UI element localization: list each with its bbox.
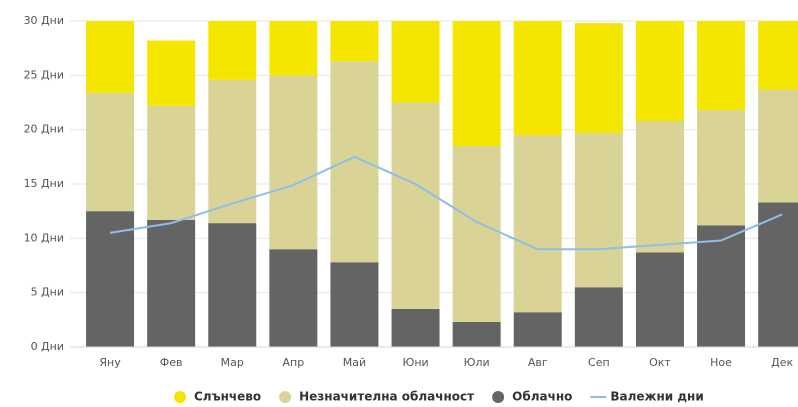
y-tick-label: 20 Дни — [24, 123, 64, 136]
line-series — [109, 155, 783, 251]
bar-segment — [635, 120, 684, 253]
legend-label: Незначителна облачност — [299, 390, 474, 404]
bar-segment — [635, 21, 684, 121]
bar-segment — [574, 132, 623, 288]
bar-segment — [330, 262, 379, 347]
bar-segment — [330, 21, 379, 62]
bar-segment — [208, 21, 257, 80]
bar-segment — [513, 135, 562, 313]
bar-segment — [513, 21, 562, 136]
legend-label: Слънчево — [194, 390, 261, 404]
bar-segment — [86, 92, 135, 212]
y-tick-label: 25 Дни — [24, 68, 64, 81]
x-tick-label: Юли — [464, 356, 490, 369]
bar-segment — [452, 145, 501, 323]
bar-segment — [208, 79, 257, 224]
y-tick-label: 15 Дни — [24, 177, 64, 190]
bar-segment — [697, 21, 746, 111]
x-tick-label: Яну — [99, 356, 121, 369]
bar-segment — [269, 75, 318, 250]
x-tick-label: Мар — [221, 356, 244, 369]
x-tick-label: Фев — [160, 356, 183, 369]
x-tick-label: Сеп — [588, 356, 610, 369]
y-tick-label: 10 Дни — [24, 231, 64, 244]
x-tick-label: Май — [343, 356, 366, 369]
legend-item[interactable]: Слънчево — [174, 390, 261, 404]
legend-symbol — [492, 391, 505, 403]
bar-segment — [330, 61, 379, 263]
bar-segment — [758, 89, 798, 203]
bar-segment — [758, 21, 798, 90]
x-tick-label: Ное — [710, 356, 732, 369]
bar-segment — [452, 21, 501, 146]
x-tick-label: Апр — [282, 356, 304, 369]
legend-item[interactable]: Валежни дни — [590, 390, 704, 404]
bar-segment — [513, 312, 562, 347]
legend-label: Валежни дни — [610, 390, 703, 404]
y-tick-label: 5 Дни — [31, 286, 64, 299]
bar-segment — [269, 249, 318, 347]
bar-segment — [391, 21, 440, 103]
bar-segment — [391, 102, 440, 309]
bar-segment — [86, 211, 135, 347]
y-tick-label: 30 Дни — [24, 14, 64, 27]
bar-segment — [269, 21, 318, 76]
plot-area — [86, 21, 798, 347]
bar-segment — [147, 40, 196, 106]
legend-item[interactable]: Облачно — [492, 390, 572, 404]
bar-segment — [86, 21, 135, 93]
x-tick-label: Окт — [649, 356, 671, 369]
y-tick-label: 0 Дни — [31, 340, 64, 353]
bar-segment — [391, 308, 440, 347]
bar-segment — [452, 322, 501, 347]
x-tick-label: Дек — [771, 356, 793, 369]
bar-segment — [697, 225, 746, 347]
bar-segment — [208, 223, 257, 347]
bar-segment — [758, 202, 798, 347]
x-tick-label: Юни — [402, 356, 428, 369]
x-tick-label: Авг — [528, 356, 548, 369]
bar-segment — [147, 105, 196, 220]
legend-symbol — [174, 391, 186, 403]
bar-segment — [574, 23, 623, 133]
bar-segment — [697, 110, 746, 226]
legend-item[interactable]: Незначителна облачност — [279, 390, 474, 404]
legend-symbol — [279, 391, 292, 403]
legend-label: Облачно — [512, 390, 572, 404]
bar-segment — [147, 219, 196, 347]
bar-segment — [574, 287, 623, 347]
bar-segment — [635, 252, 684, 347]
